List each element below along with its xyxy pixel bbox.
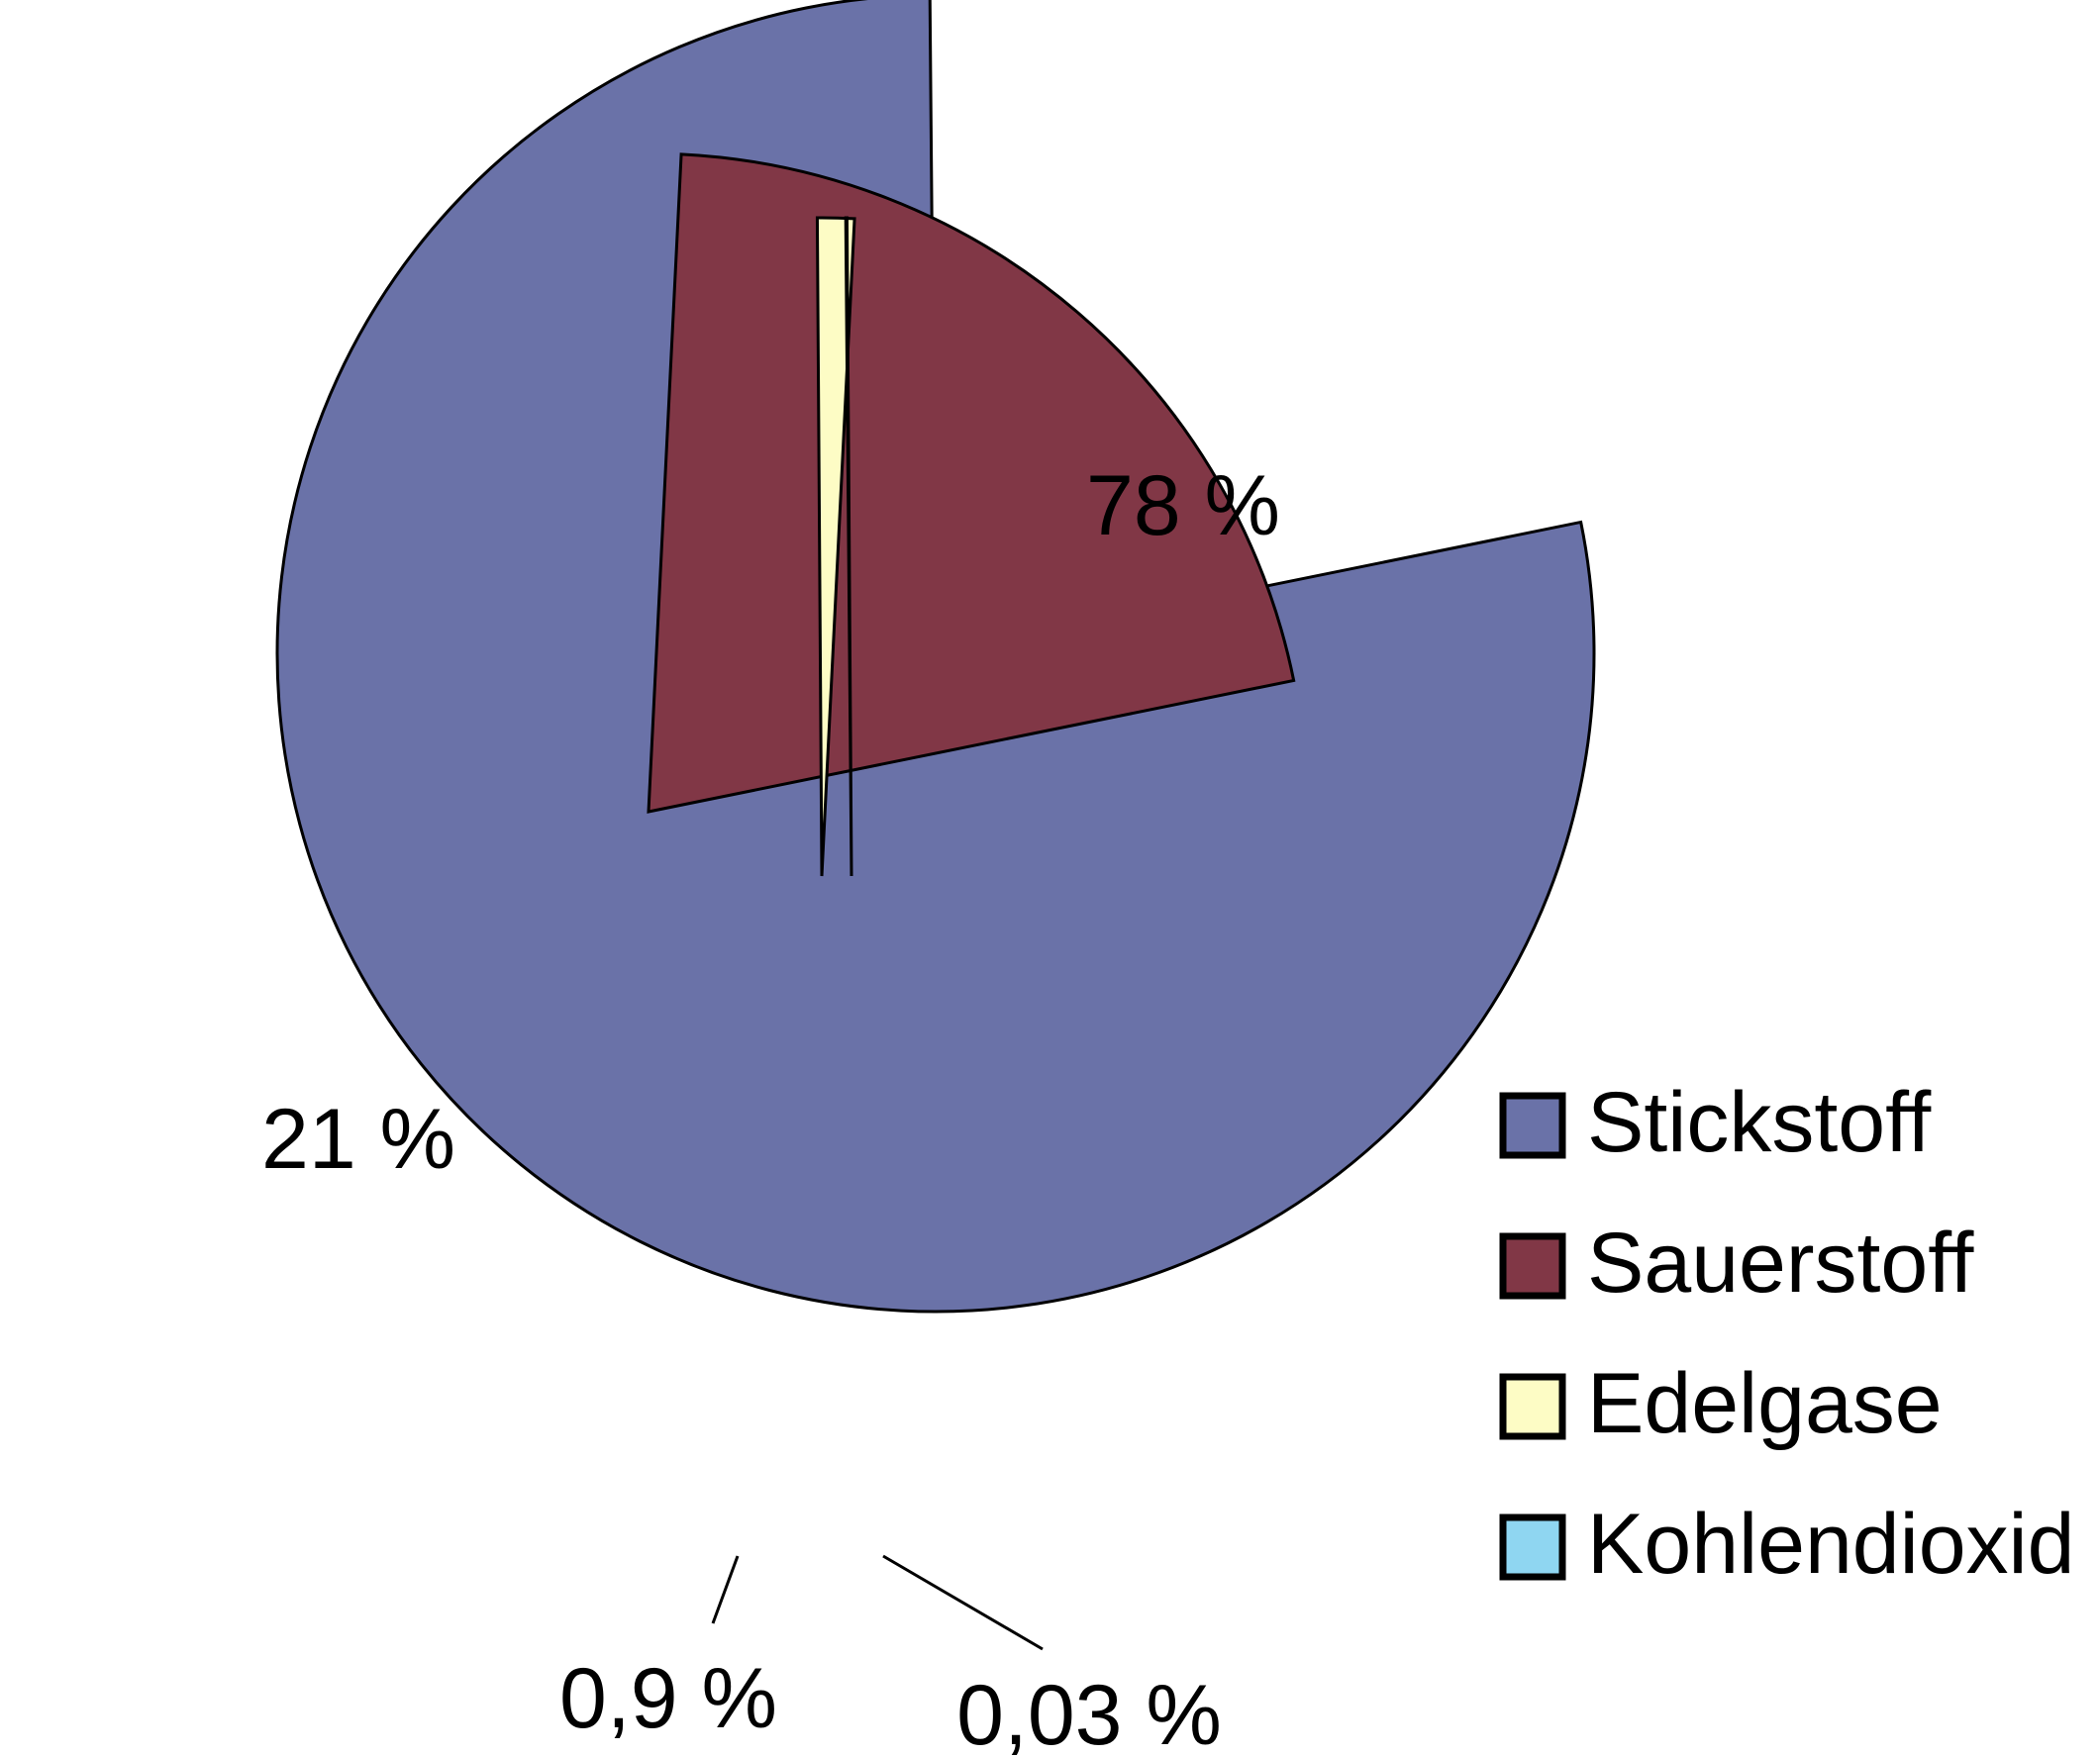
- pie-slices: [275, 0, 1596, 1314]
- legend-label-kohlendioxid: Kohlendioxid: [1587, 1497, 2074, 1592]
- legend-label-sauerstoff: Sauerstoff: [1587, 1216, 1975, 1311]
- legend-item-edelgase: Edelgase: [1499, 1356, 1943, 1451]
- data-label-kohlendioxid: 0,03 %: [956, 1668, 1222, 1757]
- slice-kohlendioxid: [844, 216, 853, 877]
- legend-label-edelgase: Edelgase: [1587, 1356, 1943, 1451]
- legend-item-kohlendioxid: Kohlendioxid: [1499, 1497, 2074, 1592]
- legend-item-stickstoff: Stickstoff: [1499, 1075, 1932, 1170]
- leader-lines: [711, 1554, 1044, 1651]
- data-label-edelgase: 0,9 %: [559, 1651, 777, 1746]
- data-label-stickstoff: 78 %: [1086, 458, 1280, 553]
- legend: Stickstoff Sauerstoff Edelgase Kohlendioxid: [1499, 1075, 2074, 1592]
- leader-line-edelgase: [711, 1555, 740, 1624]
- legend-label-stickstoff: Stickstoff: [1587, 1075, 1932, 1170]
- legend-swatch-stickstoff: [1499, 1092, 1566, 1159]
- legend-swatch-edelgase: [1499, 1373, 1566, 1440]
- leader-line-kohlendioxid: [882, 1554, 1044, 1651]
- legend-swatch-kohlendioxid: [1499, 1513, 1566, 1581]
- slice-edelgase: [815, 216, 856, 877]
- data-label-sauerstoff: 21 %: [261, 1092, 455, 1187]
- data-labels: 78 % 21 % 0,9 % 0,03 %: [261, 458, 1280, 1757]
- legend-swatch-sauerstoff: [1499, 1232, 1566, 1300]
- legend-item-sauerstoff: Sauerstoff: [1499, 1216, 1975, 1311]
- slice-sauerstoff: [647, 152, 1296, 814]
